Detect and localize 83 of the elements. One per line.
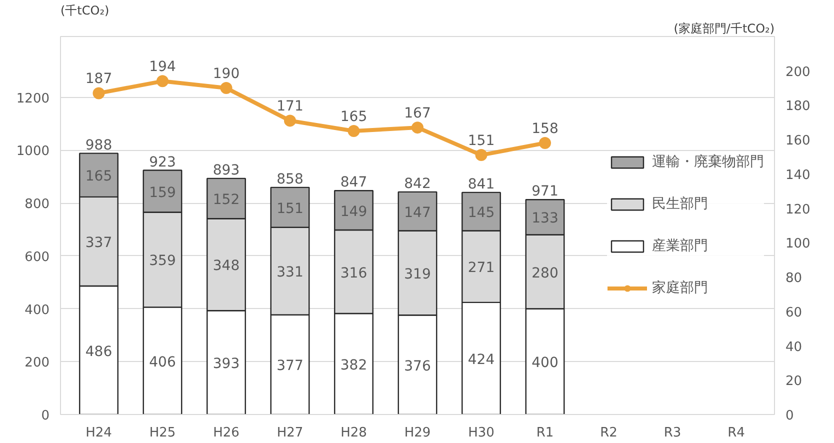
y-tick-label: 600 <box>24 250 50 265</box>
data-label: 424 <box>468 352 495 368</box>
annotation: 847 <box>340 174 368 191</box>
data-label: 171 <box>276 98 304 115</box>
data-label: 348 <box>212 258 240 274</box>
x-tick-label: H25 <box>149 426 176 440</box>
x-tick-label: H26 <box>213 426 240 440</box>
point <box>284 114 296 127</box>
data-label: 359 <box>149 253 176 270</box>
annotation: 858 <box>276 171 304 188</box>
y-tick-label: 200 <box>24 356 50 371</box>
data-label: 151 <box>276 200 304 217</box>
y2-tick-label: 80 <box>786 271 802 286</box>
y2-tick-label: 20 <box>786 374 802 390</box>
y2-tick-label: 100 <box>786 236 810 252</box>
point <box>475 149 488 162</box>
data-label: 149 <box>340 204 368 220</box>
data-label: 133 <box>532 210 558 227</box>
y2-tick-label: 0 <box>786 408 794 424</box>
x-tick-label: H30 <box>468 426 494 440</box>
point <box>156 75 168 88</box>
data-label: 194 <box>149 59 176 76</box>
data-label: 400 <box>532 355 558 372</box>
legend-label: 家庭部門 <box>652 279 708 297</box>
data-label: 406 <box>149 354 176 370</box>
point <box>539 137 551 150</box>
y2-tick-label: 120 <box>786 202 810 218</box>
point <box>412 122 424 134</box>
legend-label: 運輸・廃棄物部門 <box>652 153 764 171</box>
point <box>92 87 105 100</box>
annotation: 842 <box>404 176 431 192</box>
point <box>220 82 232 94</box>
data-label: 158 <box>532 121 558 138</box>
y-tick-label: 400 <box>24 302 50 318</box>
data-label: 377 <box>276 358 304 374</box>
legend-label: 民生部門 <box>652 195 708 213</box>
x-tick-label: H24 <box>86 426 112 440</box>
data-label: 147 <box>404 204 431 221</box>
data-label: 393 <box>212 356 240 372</box>
data-label: 337 <box>85 234 112 251</box>
data-label: 190 <box>212 66 240 82</box>
data-label: 167 <box>404 106 431 122</box>
annotation: 841 <box>468 176 495 192</box>
y-tick-label: 0 <box>41 408 50 424</box>
annotation: 893 <box>212 162 240 178</box>
y-tick-label: 800 <box>24 197 50 212</box>
data-label: 152 <box>212 192 240 208</box>
y2-tick-label: 40 <box>786 340 802 355</box>
data-label: 271 <box>468 260 495 276</box>
data-label: 165 <box>85 168 112 185</box>
data-label: 165 <box>340 109 368 125</box>
y-tick-label: 1000 <box>16 144 50 160</box>
x-tick-label: H29 <box>404 426 431 440</box>
data-label: 331 <box>276 264 304 281</box>
y2-tick-label: 140 <box>786 168 810 183</box>
data-label: 486 <box>85 344 112 360</box>
data-label: 376 <box>404 358 431 374</box>
annotation: 923 <box>149 154 176 170</box>
x-tick-label: R4 <box>728 426 745 440</box>
x-tick-label: H28 <box>340 426 367 440</box>
data-label: 382 <box>340 358 368 374</box>
legend-label: 産業部門 <box>652 237 708 255</box>
y2-tick-label: 60 <box>786 305 802 320</box>
data-label: 280 <box>532 265 558 282</box>
y2-axis-title: (家庭部門/千tCO₂) <box>674 22 775 36</box>
annotation: 988 <box>85 137 112 154</box>
x-tick-label: R2 <box>600 426 618 440</box>
y2-tick-label: 200 <box>786 64 810 80</box>
y2-tick-label: 160 <box>786 134 810 149</box>
data-label: 316 <box>340 265 368 282</box>
data-label: 187 <box>85 71 112 88</box>
data-label: 145 <box>468 205 495 222</box>
point <box>348 125 360 137</box>
data-label: 159 <box>149 184 176 201</box>
y-axis-title: (千tCO₂) <box>60 4 110 18</box>
annotation: 971 <box>532 184 558 200</box>
x-tick-label: R3 <box>664 426 682 440</box>
data-label: 151 <box>468 133 495 150</box>
x-tick-label: R1 <box>536 426 554 440</box>
y2-tick-label: 180 <box>786 99 810 114</box>
y-tick-label: 1200 <box>16 91 50 106</box>
x-tick-label: H27 <box>276 426 304 440</box>
data-label: 319 <box>404 266 431 282</box>
